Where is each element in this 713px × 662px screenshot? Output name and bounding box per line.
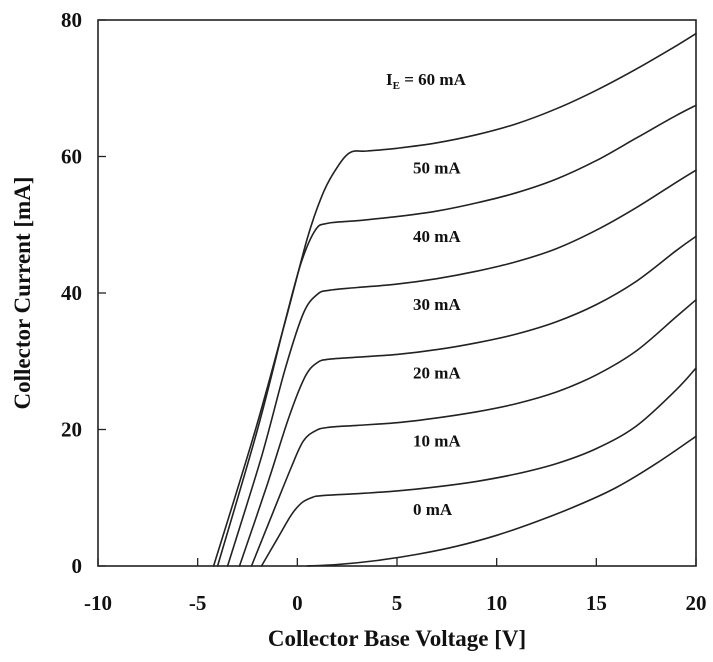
curve-label-60ma: IE = 60 mA bbox=[386, 70, 467, 92]
y-tick-label: 20 bbox=[61, 418, 82, 442]
y-tick-label: 0 bbox=[72, 554, 83, 578]
series-line-10-ma bbox=[260, 367, 697, 567]
plot-frame bbox=[97, 19, 697, 567]
y-axis-title: Collector Current [mA] bbox=[10, 177, 35, 410]
curve-label: 50 mA bbox=[413, 159, 461, 178]
x-axis-title: Collector Base Voltage [V] bbox=[268, 626, 526, 651]
curves-layer bbox=[212, 32, 697, 567]
x-tick-label: -10 bbox=[84, 591, 112, 615]
curve-label: 40 mA bbox=[413, 227, 461, 246]
x-tick-label: 0 bbox=[292, 591, 303, 615]
y-tick-label: 60 bbox=[61, 145, 82, 169]
series-line-0-ma bbox=[306, 435, 697, 567]
curve-label: 20 mA bbox=[413, 363, 461, 382]
y-tick-label: 40 bbox=[61, 281, 82, 305]
x-tick-label: -5 bbox=[189, 591, 207, 615]
series-line-40-ma bbox=[226, 169, 697, 567]
labels-layer: IE = 60 mA 50 mA 40 mA 30 mA 20 mA 10 mA 0 mA bbox=[386, 70, 467, 519]
curve-label: 10 mA bbox=[413, 432, 461, 451]
x-tick-label: 10 bbox=[486, 591, 507, 615]
curve-label: 30 mA bbox=[413, 295, 461, 314]
y-tick-label: 80 bbox=[61, 8, 82, 32]
x-tick-label: 20 bbox=[686, 591, 707, 615]
x-tick-label: 5 bbox=[392, 591, 403, 615]
series-line-20-ma bbox=[250, 299, 697, 567]
series-line-60-ma bbox=[212, 32, 697, 567]
series-line-30-ma bbox=[238, 235, 697, 567]
curve-label: 0 mA bbox=[413, 500, 453, 519]
ticks-layer: -10 -5 0 5 10 15 20 0 20 40 60 80 bbox=[61, 8, 707, 615]
x-tick-label: 15 bbox=[586, 591, 607, 615]
